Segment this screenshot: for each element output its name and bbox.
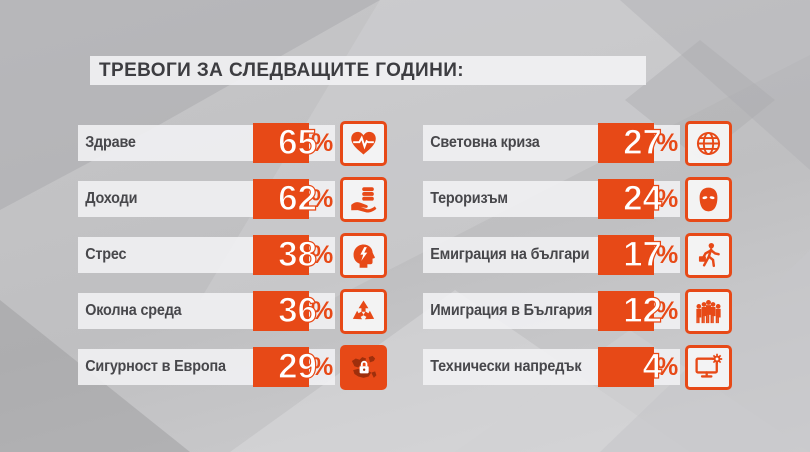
people-group-icon <box>696 300 721 324</box>
stat-row-stress: Стрес % 38 <box>78 233 388 278</box>
value-number: 24 <box>622 178 662 218</box>
icon-box <box>685 345 732 390</box>
value-number: 12 <box>622 290 662 330</box>
percent-sign: % <box>311 185 334 213</box>
icon-box <box>340 121 387 166</box>
category-label-bar: Технически напредък <box>423 349 598 385</box>
category-label: Световна криза <box>430 134 540 151</box>
category-label: Сигурност в Европа <box>85 358 226 375</box>
value-box: 27 <box>598 122 663 163</box>
stat-row-terrorism: Тероризъм % 24 <box>423 177 733 222</box>
percent-sign: % <box>311 297 334 325</box>
icon-box <box>340 289 387 334</box>
percent-sign: % <box>311 241 334 269</box>
percent-sign: % <box>656 185 679 213</box>
value-box: 24 <box>598 178 663 219</box>
percent-sign: % <box>656 241 679 269</box>
icon-box <box>685 121 732 166</box>
value-number: 4 <box>642 346 663 386</box>
value-box: 38 <box>253 234 318 275</box>
stat-row-income: Доходи % 62 <box>78 177 388 222</box>
icon-box <box>685 289 732 334</box>
value-number: 29 <box>277 346 317 386</box>
percent-sign: % <box>311 129 334 157</box>
stat-row-security-europe: Сигурност в Европа % 29 <box>78 345 388 390</box>
chart-title-bar: ТРЕВОГИ ЗА СЛЕДВАЩИТЕ ГОДИНИ: <box>90 56 646 85</box>
icon-box <box>340 345 387 390</box>
percent-sign: % <box>656 297 679 325</box>
category-label: Стрес <box>85 246 127 263</box>
icon-box <box>685 233 732 278</box>
stat-row-health: Здраве % 65 <box>78 121 388 166</box>
value-box: 65 <box>253 122 318 163</box>
monitor-gear-icon <box>695 353 723 378</box>
percent-sign: % <box>311 353 334 381</box>
category-label-bar: Тероризъм <box>423 181 598 217</box>
stat-row-immigration: Имиграция в България % 12 <box>423 289 733 334</box>
category-label: Здраве <box>85 134 136 151</box>
stressed-head-icon <box>353 244 375 268</box>
value-number: 65 <box>277 122 317 162</box>
category-label: Имиграция в България <box>430 302 593 319</box>
category-label: Тероризъм <box>430 190 508 207</box>
category-label-bar: Околна среда <box>78 293 253 329</box>
icon-box <box>340 177 387 222</box>
percent-sign: % <box>656 353 679 381</box>
value-number: 36 <box>277 290 317 330</box>
balaclava-icon <box>699 187 718 212</box>
coins-in-hand-icon <box>351 187 377 213</box>
value-box: 4 <box>598 346 663 387</box>
value-box: 29 <box>253 346 318 387</box>
chart-title: ТРЕВОГИ ЗА СЛЕДВАЩИТЕ ГОДИНИ: <box>99 59 464 81</box>
value-number: 17 <box>622 234 662 274</box>
percent-sign: % <box>656 129 679 157</box>
icon-box <box>685 177 732 222</box>
value-box: 17 <box>598 234 663 275</box>
stat-row-environment: Околна среда % 36 <box>78 289 388 334</box>
category-label: Околна среда <box>85 302 182 319</box>
category-label: Доходи <box>85 190 138 207</box>
stat-row-technical-progress: Технически напредък % 4 <box>423 345 733 390</box>
value-number: 38 <box>277 234 317 274</box>
heart-pulse-icon <box>351 131 376 155</box>
category-label-bar: Световна криза <box>423 125 598 161</box>
value-box: 36 <box>253 290 318 331</box>
stat-row-emigration: Емиграция на българи % 17 <box>423 233 733 278</box>
value-number: 62 <box>277 178 317 218</box>
europe-map-lock-icon <box>351 355 377 378</box>
value-box: 12 <box>598 290 663 331</box>
category-label-bar: Доходи <box>78 181 253 217</box>
icon-box <box>340 233 387 278</box>
emigrant-walking-icon <box>698 242 720 268</box>
category-label: Емиграция на българи <box>430 246 590 263</box>
category-label: Технически напредък <box>430 358 582 375</box>
category-label-bar: Сигурност в Европа <box>78 349 253 385</box>
category-label-bar: Имиграция в България <box>423 293 598 329</box>
globe-icon <box>696 131 721 156</box>
stat-row-world-crisis: Световна криза % 27 <box>423 121 733 166</box>
recycle-icon <box>352 300 375 320</box>
category-label-bar: Здраве <box>78 125 253 161</box>
category-label-bar: Емиграция на българи <box>423 237 598 273</box>
category-label-bar: Стрес <box>78 237 253 273</box>
value-number: 27 <box>622 122 662 162</box>
value-box: 62 <box>253 178 318 219</box>
